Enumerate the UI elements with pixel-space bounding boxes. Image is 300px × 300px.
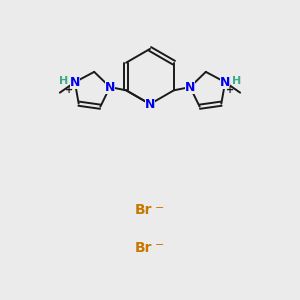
Text: N: N — [220, 76, 230, 88]
Text: +: + — [65, 85, 74, 94]
Text: +: + — [226, 85, 235, 94]
Text: Br: Br — [135, 203, 153, 217]
Text: N: N — [105, 81, 115, 94]
Text: H: H — [59, 76, 68, 85]
Text: N: N — [70, 76, 80, 88]
Text: Br: Br — [135, 241, 153, 254]
Text: N: N — [185, 81, 195, 94]
Text: H: H — [232, 76, 241, 85]
Text: −: − — [155, 202, 164, 213]
Text: −: − — [155, 240, 164, 250]
Text: N: N — [145, 98, 155, 111]
